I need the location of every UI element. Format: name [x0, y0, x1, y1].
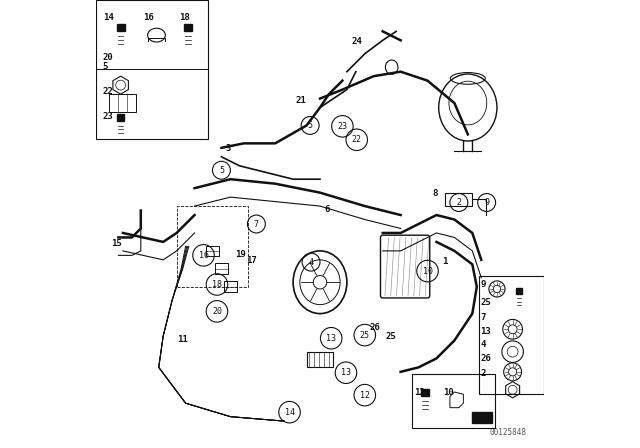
Bar	[479, 276, 544, 394]
Bar	[177, 206, 248, 287]
Bar	[96, 0, 208, 139]
Text: 22: 22	[103, 87, 113, 96]
Bar	[109, 94, 136, 112]
Bar	[118, 121, 123, 134]
Bar	[117, 114, 124, 121]
Text: 00125848: 00125848	[489, 428, 526, 437]
Text: 9: 9	[484, 198, 489, 207]
Text: 12: 12	[414, 388, 425, 397]
Bar	[184, 23, 192, 31]
Text: 17: 17	[246, 256, 257, 265]
Text: 26: 26	[369, 323, 380, 332]
Text: 23: 23	[337, 122, 348, 131]
Bar	[472, 409, 493, 413]
Text: 8: 8	[433, 189, 438, 198]
Text: 15: 15	[111, 239, 122, 248]
Text: 13: 13	[326, 334, 336, 343]
Bar	[422, 396, 428, 411]
Text: 14: 14	[103, 13, 113, 22]
Text: 16: 16	[143, 13, 154, 22]
Text: 12: 12	[360, 391, 370, 400]
Bar	[421, 389, 429, 396]
Bar	[224, 281, 237, 292]
Text: 16: 16	[198, 251, 209, 260]
Text: 21: 21	[296, 96, 307, 105]
Text: 18: 18	[179, 13, 189, 22]
Text: 25: 25	[481, 297, 491, 306]
Bar	[472, 412, 493, 423]
Text: 7: 7	[254, 220, 259, 228]
Bar	[307, 352, 333, 367]
Text: 25: 25	[360, 331, 370, 340]
Text: 7: 7	[481, 313, 486, 322]
Text: 5: 5	[308, 121, 313, 130]
Text: 22: 22	[352, 135, 362, 144]
Bar	[516, 288, 522, 294]
Text: 19: 19	[235, 250, 246, 259]
Text: 6: 6	[324, 205, 330, 214]
Text: 20: 20	[212, 307, 222, 316]
Text: 26: 26	[481, 353, 491, 362]
Text: 5: 5	[219, 166, 224, 175]
Bar	[215, 263, 228, 274]
Text: 13: 13	[481, 327, 491, 336]
Text: 24: 24	[352, 37, 362, 46]
Text: 18: 18	[212, 280, 222, 289]
Text: 5: 5	[103, 62, 108, 71]
Text: 25: 25	[385, 332, 396, 340]
Text: 14: 14	[285, 408, 294, 417]
Bar	[445, 193, 472, 206]
Text: 10: 10	[422, 267, 433, 276]
Bar	[185, 31, 191, 46]
Circle shape	[314, 276, 327, 289]
Bar	[206, 246, 219, 256]
Text: 13: 13	[341, 368, 351, 377]
Text: 10: 10	[443, 388, 454, 397]
Bar	[118, 31, 124, 46]
Text: 9: 9	[481, 280, 486, 289]
Text: 4: 4	[481, 340, 486, 349]
Text: 20: 20	[103, 53, 113, 62]
Text: 2: 2	[481, 369, 486, 378]
Bar	[116, 23, 125, 31]
Text: 1: 1	[442, 257, 447, 266]
Text: 2: 2	[456, 198, 461, 207]
Bar	[517, 294, 522, 306]
Text: 23: 23	[103, 112, 113, 121]
Text: 11: 11	[177, 335, 188, 344]
Text: 4: 4	[308, 258, 314, 267]
Text: 3: 3	[225, 144, 231, 153]
Bar	[412, 374, 495, 428]
